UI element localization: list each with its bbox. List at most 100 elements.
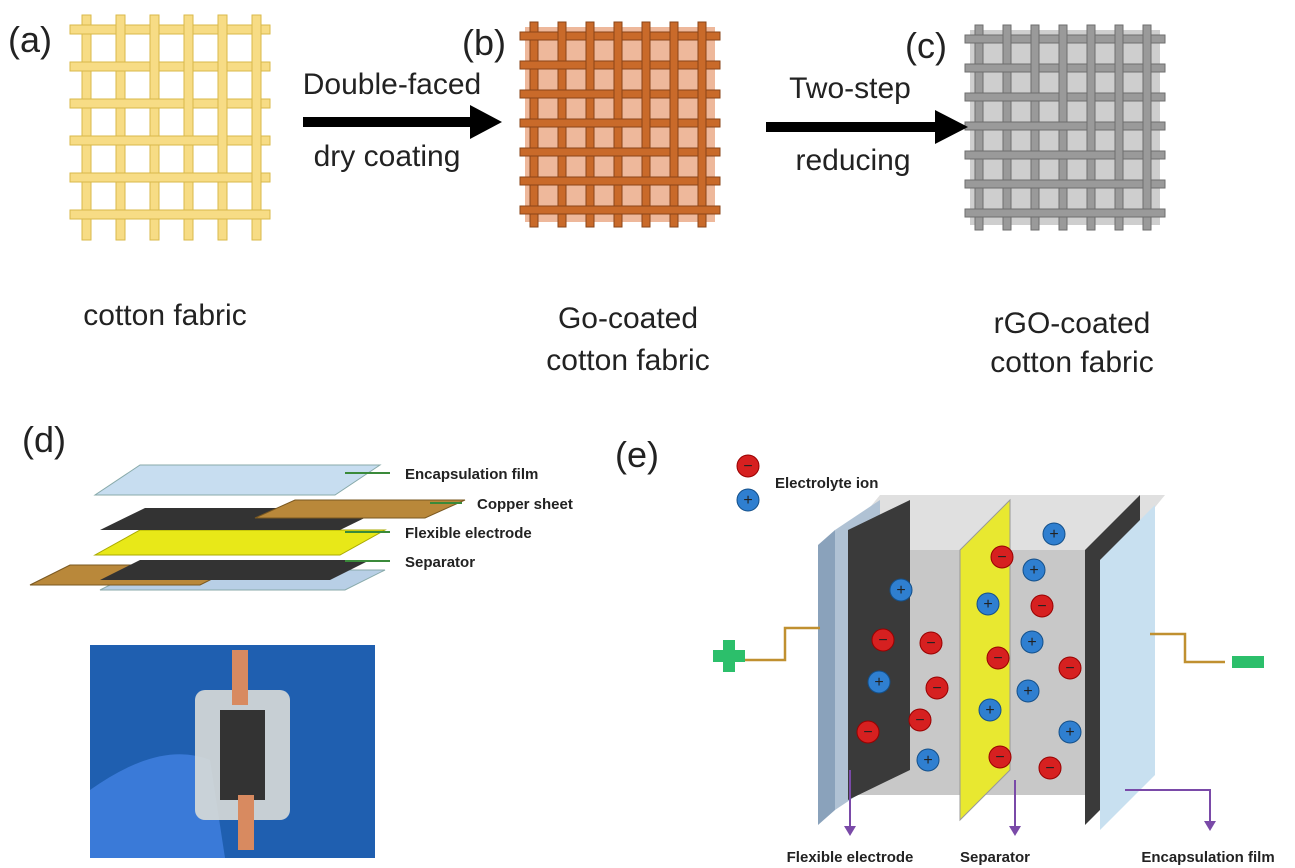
strand [641, 21, 651, 228]
strand [519, 118, 721, 128]
strand [69, 98, 271, 109]
ion [1020, 630, 1044, 654]
arrow-text: Double-faced [303, 68, 481, 101]
copper [254, 499, 466, 519]
ion-sign: + [1029, 562, 1038, 579]
strand [69, 209, 271, 220]
electrode [100, 560, 370, 580]
strand [251, 14, 262, 241]
ion-sign: − [1045, 760, 1054, 777]
layer-label: Flexible electrode [405, 525, 532, 542]
strand [964, 179, 1166, 189]
ion [1058, 656, 1082, 680]
ion-sign: − [997, 549, 1006, 566]
strand [519, 205, 721, 215]
panel-label: (b) [462, 22, 506, 63]
arrow-text: Two-step [789, 72, 911, 105]
film-right [1100, 505, 1155, 830]
legend: Electrolyte ion [775, 475, 878, 492]
glove [90, 754, 225, 858]
layer-label: Copper sheet [477, 496, 573, 513]
layer-label: Encapsulation film [405, 466, 538, 483]
ion [871, 628, 895, 652]
strand [69, 135, 271, 146]
strand [69, 172, 271, 183]
ion-sign: + [1065, 724, 1074, 741]
ion [1042, 522, 1066, 546]
strand [81, 14, 92, 241]
separator [93, 529, 387, 556]
ion [988, 745, 1012, 769]
device-photo [220, 710, 265, 800]
ion [889, 578, 913, 602]
strand [69, 24, 271, 35]
ion [1022, 558, 1046, 582]
ion-sign: − [1037, 598, 1046, 615]
strand [1114, 24, 1124, 231]
ion [976, 592, 1000, 616]
ion-sign: − [743, 458, 752, 475]
ion [908, 708, 932, 732]
ion [867, 670, 891, 694]
film [93, 464, 382, 496]
tab [232, 650, 248, 705]
strand [1142, 24, 1152, 231]
strand [669, 21, 679, 228]
arrow-text: dry coating [314, 140, 461, 173]
ion-sign: + [983, 596, 992, 613]
pointers [345, 472, 462, 562]
strand [964, 121, 1166, 131]
separator [959, 498, 1011, 822]
minus [1232, 656, 1264, 668]
strand [149, 14, 160, 241]
ion [925, 676, 949, 700]
panel-label: (c) [905, 25, 947, 66]
ion [1058, 720, 1082, 744]
panel-label: (a) [8, 19, 52, 60]
wires [745, 626, 1225, 664]
ion [736, 454, 760, 478]
strand [697, 21, 707, 228]
strand [69, 61, 271, 72]
ion-sign: − [915, 712, 924, 729]
panel-label: (d) [22, 419, 66, 460]
strand [183, 14, 194, 241]
ion-sign: + [896, 582, 905, 599]
caption: cotton fabric [546, 344, 709, 377]
ion-sign: + [1027, 634, 1036, 651]
fabrics [69, 14, 1166, 241]
ion-sign: + [985, 702, 994, 719]
ion-sign: + [1049, 526, 1058, 543]
part-label: Encapsulation film [1141, 849, 1274, 866]
film-left [818, 530, 835, 825]
strand [964, 208, 1166, 218]
arrow-head [935, 110, 968, 144]
panel-label: (e) [615, 434, 659, 475]
ion-sign: + [874, 674, 883, 691]
strand [964, 150, 1166, 160]
caption: cotton fabric [83, 299, 246, 332]
ion [1038, 756, 1062, 780]
ion-sign: − [995, 749, 1004, 766]
strand [115, 14, 126, 241]
ion [978, 698, 1002, 722]
ion-sign: − [863, 724, 872, 741]
ions: −+− −−−−−−−−−−++++++++++ [736, 454, 1082, 780]
strand [1086, 24, 1096, 231]
ion [916, 748, 940, 772]
plus [713, 640, 745, 672]
part-label: Flexible electrode [787, 849, 914, 866]
strand [519, 147, 721, 157]
pointers [849, 770, 1211, 830]
ion-sign: − [1065, 660, 1074, 677]
arrow-text: reducing [795, 144, 910, 177]
ion-sign: − [932, 680, 941, 697]
ion-sign: + [743, 492, 752, 509]
ion [919, 631, 943, 655]
ion [1030, 594, 1054, 618]
arrow-head [470, 105, 502, 139]
ion-sign: − [926, 635, 935, 652]
pointer-heads [844, 821, 1216, 836]
layer-label: Separator [405, 554, 475, 571]
